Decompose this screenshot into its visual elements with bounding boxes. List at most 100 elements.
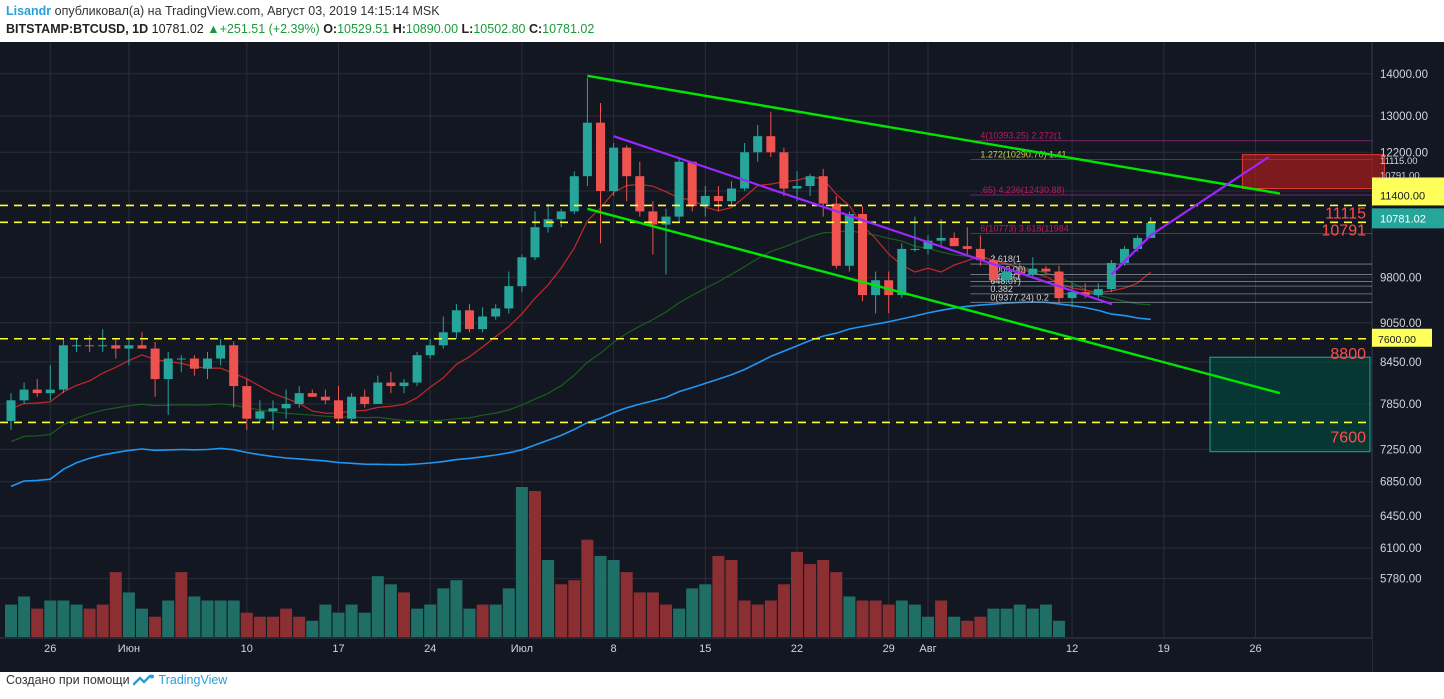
volume-bar (188, 596, 201, 637)
level-price-tag (1372, 328, 1432, 347)
candle-body (556, 211, 566, 220)
fib-label: 0(9377.24) 0.2 (990, 292, 1049, 302)
candle-body (163, 358, 173, 380)
time-tick-label: 8 (611, 643, 617, 655)
level-label: 11115 (1325, 205, 1366, 222)
candle-body (962, 246, 972, 249)
candle-body (268, 408, 278, 412)
candle-body (923, 240, 933, 249)
volume-bar (136, 608, 148, 637)
volume-bar (267, 616, 279, 637)
volume-bar (777, 584, 790, 637)
candle-body (1093, 289, 1103, 296)
candle-body (451, 310, 461, 333)
price-tick-label: 6450.00 (1380, 511, 1422, 523)
volume-bar (908, 604, 921, 637)
volume-bar (175, 572, 188, 637)
candle-body (373, 382, 383, 404)
volume-bar (581, 539, 594, 637)
volume-bar (411, 608, 424, 637)
price-tick-label: 7250.00 (1380, 444, 1422, 456)
candle-body (975, 248, 985, 261)
price-change: +251.51 (+2.39%) (219, 22, 320, 36)
candle-body (242, 386, 252, 419)
price-tick-label: 7850.00 (1380, 399, 1422, 411)
candle-body (727, 188, 736, 202)
volume-bar (1053, 620, 1065, 637)
candle-body (713, 196, 723, 202)
candle-body (1133, 237, 1143, 249)
volume-bar (398, 592, 410, 637)
time-axis[interactable]: 26 Июн 10 17 24 Июл 8 15 22 29 Авг 12 19 26 (0, 637, 1372, 672)
candle-body (255, 411, 265, 419)
tradingview-brand-link[interactable]: TradingView (158, 673, 228, 687)
volume-bar (437, 588, 450, 637)
candle-body (85, 345, 95, 347)
volume-bar (620, 572, 633, 637)
candle-body (137, 345, 147, 349)
volume-bar (987, 608, 1000, 637)
volume-bar (738, 600, 751, 637)
candle-body (648, 211, 658, 225)
open-label: O: (323, 22, 338, 36)
time-tick-label: 17 (332, 643, 344, 655)
price-tick-label: 6100.00 (1380, 543, 1422, 555)
candle-body (465, 310, 474, 330)
fib-label: 6(10773) 3.618(11984 (980, 224, 1068, 234)
time-tick-label: 15 (699, 643, 711, 655)
volume-bar (764, 600, 777, 637)
volume-bar (1039, 604, 1052, 637)
time-tick-label: 24 (424, 643, 436, 655)
time-tick-label: 19 (1158, 643, 1170, 655)
volume-bar (830, 572, 843, 637)
last-price: 10781.02 (151, 22, 204, 36)
candle-body (910, 248, 920, 250)
candle-body (858, 213, 867, 296)
price-tag-label: 10791.00 (1380, 171, 1420, 182)
volume-bar (463, 608, 476, 637)
author-name[interactable]: Lisandr (6, 4, 52, 18)
price-tick-label: 9800.00 (1380, 272, 1422, 284)
price-axis[interactable]: 15000.0014000.0013000.0012200.0011400.00… (1372, 42, 1444, 586)
wedge-line (613, 135, 1113, 306)
time-tick-label: 12 (1066, 643, 1078, 655)
fib-extension-lines: 4(10393.25) 2.272(1 1.272(10290.70) 1.41.… (970, 131, 1372, 303)
zones (1209, 154, 1385, 453)
volume-bar (935, 600, 948, 637)
volume-bar (542, 559, 555, 637)
target-zone-red (1241, 154, 1385, 190)
candle-body (1106, 262, 1116, 290)
volume-bar (856, 600, 869, 637)
volume-bar (961, 620, 974, 637)
candle-body (19, 389, 29, 401)
price-chart[interactable]: 4(10393.25) 2.272(1 1.272(10290.70) 1.41.… (0, 42, 1444, 672)
volume-bar (44, 600, 57, 637)
volume-bar (646, 592, 659, 637)
volume-bar (70, 604, 83, 637)
symbol-bar: BITSTAMP:BTCUSD, 1D 10781.02 ▲+251.51 (+… (6, 22, 594, 36)
volume-bar (122, 592, 135, 637)
volume-bar (712, 555, 725, 637)
candle-body (1028, 268, 1038, 275)
fib-label: 2.618(1 (990, 254, 1021, 264)
candles[interactable] (6, 77, 1156, 430)
candle-body (189, 358, 199, 369)
candle-body (58, 345, 68, 390)
time-tick-label: Июл (511, 643, 533, 655)
fib-label: 4(10393.25) 2.272(1 (980, 131, 1062, 141)
candle-body (517, 257, 527, 287)
level-tag-label: 11400.00 (1380, 190, 1425, 202)
volume-bar (109, 572, 122, 637)
candle-body (582, 122, 592, 177)
price-tick-label: 12200.00 (1380, 147, 1428, 159)
volume-bar (489, 604, 502, 637)
up-arrow-icon: ▲ (207, 22, 220, 36)
volume-bar (515, 487, 528, 637)
candle-body (1002, 271, 1012, 281)
candle-body (111, 345, 121, 349)
candle-body (320, 396, 330, 401)
level-tag-label: 7600.00 (1378, 334, 1416, 346)
volume-bar (1000, 608, 1013, 637)
candle-body (936, 237, 946, 241)
volume-bar (332, 612, 345, 637)
